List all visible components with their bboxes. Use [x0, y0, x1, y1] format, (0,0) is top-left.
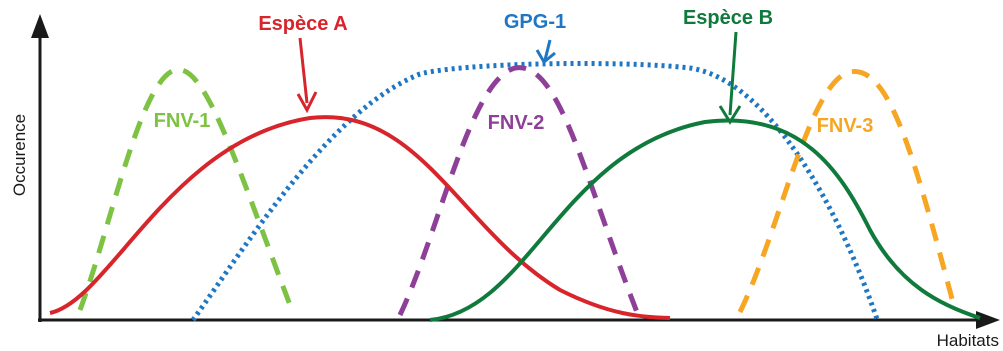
espece-a-pointer	[296, 37, 318, 114]
fnv-2-label: FNV-2	[488, 112, 545, 134]
espece-a-label: Espèce A	[258, 13, 347, 35]
espece-b-pointer	[718, 31, 742, 125]
gpg-1-pointer	[535, 39, 556, 65]
x-axis-label: Habitats	[937, 331, 999, 350]
espece-a-curve	[49, 115, 671, 320]
fnv-1-curve	[77, 67, 293, 311]
fnv-3-curve	[737, 69, 958, 314]
gpg-1-label: GPG-1	[504, 11, 566, 33]
axes: Occurence Habitats	[10, 14, 1000, 350]
espece-b-label: Espèce B	[683, 7, 773, 29]
x-axis-arrowhead	[976, 311, 1000, 329]
y-axis-arrowhead	[31, 14, 49, 38]
fnv-2-curve	[397, 65, 643, 321]
fnv-3-label: FNV-3	[817, 115, 874, 137]
gpg-1-curve	[190, 61, 881, 323]
y-axis-label: Occurence	[10, 114, 29, 196]
espece-b-curve	[429, 118, 981, 322]
fnv-1-label: FNV-1	[154, 110, 211, 132]
